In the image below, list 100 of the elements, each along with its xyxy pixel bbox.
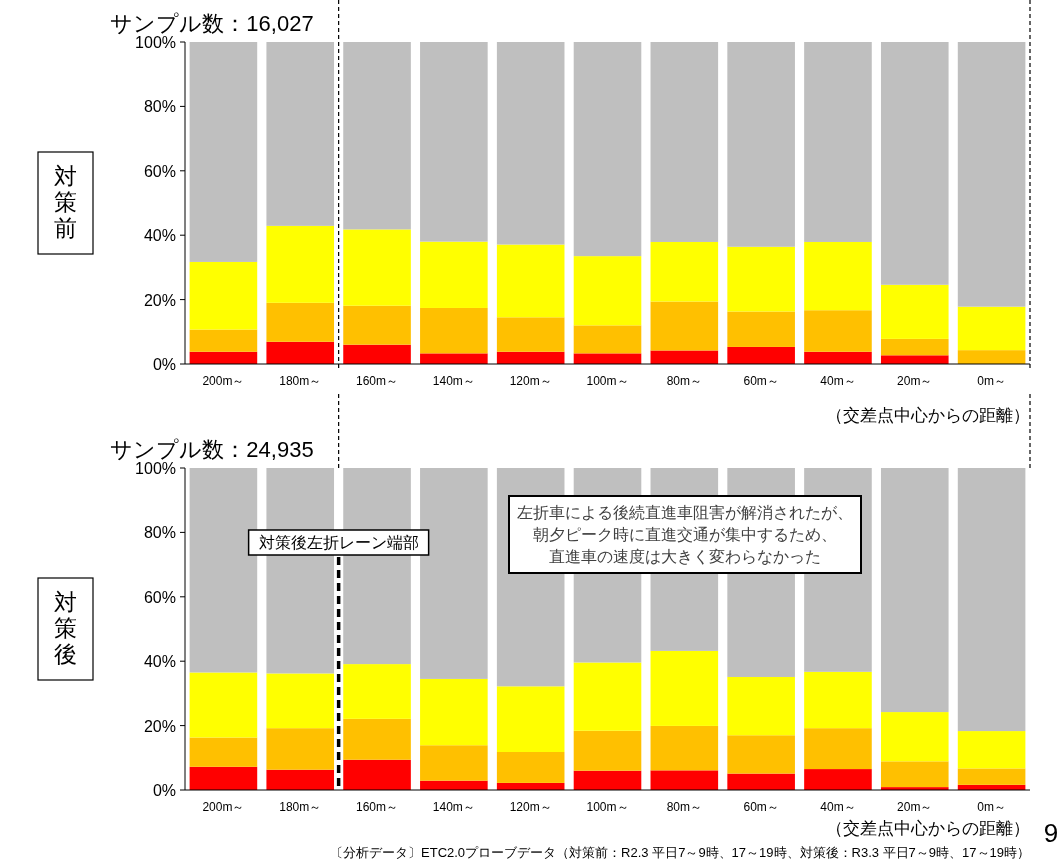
bar [880,338,949,356]
annotation: 対策後左折レーン端部 [258,534,419,551]
bar [420,468,488,679]
bar [880,355,949,364]
bar [804,42,872,242]
text: 9 [1043,818,1058,848]
bar [650,725,719,771]
bar [573,770,642,790]
x-tick-label: 140m～ [432,374,475,388]
bar [804,310,872,352]
bar [189,42,258,262]
bar [496,244,565,318]
y-tick-label: 20% [143,717,176,735]
x-tick-label: 20m～ [897,374,933,388]
bar [957,350,1026,364]
x-tick-label: 200m～ [202,374,245,388]
x-tick-label: 60m～ [743,374,779,388]
bar [189,468,258,673]
bar [189,766,258,790]
bar [957,306,1026,351]
annotation: 左折車による後続直進車阻害が解消されたが、朝夕ピーク時に直進交通が集中するため、直進車の速度は大きく変わらなかった [517,504,853,565]
x-tick-label: 80m～ [666,374,702,388]
bar [804,769,872,790]
bar [880,284,949,339]
bar [343,718,411,760]
bar [804,351,872,364]
x-tick-label: 120m～ [509,800,552,814]
bar [266,673,335,729]
bar [420,241,488,308]
bar [650,650,719,726]
bar [727,773,795,790]
bar [573,662,642,731]
bar [266,225,335,303]
y-tick-label: 40% [143,227,176,245]
x-tick-label: 40m～ [820,374,856,388]
y-axis-title: 対策前 [54,163,77,241]
bar [573,256,642,326]
x-tick-label: 160m～ [356,374,399,388]
bar [189,329,258,352]
x-tick-label: 100m～ [586,800,629,814]
bar [496,317,565,352]
bar [266,42,335,226]
bar [880,712,949,762]
text: 〔分析データ〕ETC2.0プローブデータ（対策前：R2.3 平日7～9時、17～19時、対策後：R3.3 平日7～9時、17～19時） [330,845,1030,859]
bar [880,42,949,285]
y-tick-label: 0% [152,782,176,799]
bar [727,246,795,312]
bar [957,468,1026,732]
bar [266,769,335,790]
y-tick-label: 60% [143,588,176,606]
bar [266,302,335,342]
bar [727,42,795,247]
bar [496,752,565,783]
bar [496,686,565,752]
y-tick-label: 60% [143,162,176,180]
bar [957,42,1026,307]
x-tick-label: 200m～ [202,800,245,814]
bar [727,676,795,736]
bar [189,261,258,330]
bar [650,241,719,302]
bar [573,325,642,354]
bar [343,42,411,230]
x-tick-label: 160m～ [356,800,399,814]
x-tick-label: 0m～ [977,800,1006,814]
bar [650,301,719,351]
bar [957,731,1026,769]
x-tick-label: 100m～ [586,374,629,388]
bar [343,229,411,306]
bar [266,341,335,364]
bar [727,311,795,347]
y-axis-title: 対策後 [54,589,77,667]
y-tick-label: 0% [152,356,176,373]
bar [420,678,488,746]
bar [804,728,872,770]
bar [343,759,411,790]
bar [573,353,642,364]
x-tick-label: 180m～ [279,374,322,388]
x-tick-label: 80m～ [666,800,702,814]
bar [343,305,411,345]
bar [420,353,488,364]
bar [573,730,642,771]
bar [573,42,642,257]
bar [957,768,1026,785]
x-tick-label: 40m～ [820,800,856,814]
x-tick-label: 180m～ [279,800,322,814]
bar [804,671,872,729]
bar [343,344,411,364]
y-tick-label: 40% [143,653,176,671]
chart-title: サンプル数：24,935 [110,437,314,462]
bar [496,42,565,245]
bar [880,761,949,788]
x-axis-title: （交差点中心からの距離） [826,406,1030,425]
y-tick-label: 20% [143,291,176,309]
bar [650,770,719,790]
bar [804,241,872,311]
bar [650,350,719,364]
bar [189,737,258,767]
x-tick-label: 20m～ [897,800,933,814]
x-tick-label: 120m～ [509,374,552,388]
x-tick-label: 0m～ [977,374,1006,388]
